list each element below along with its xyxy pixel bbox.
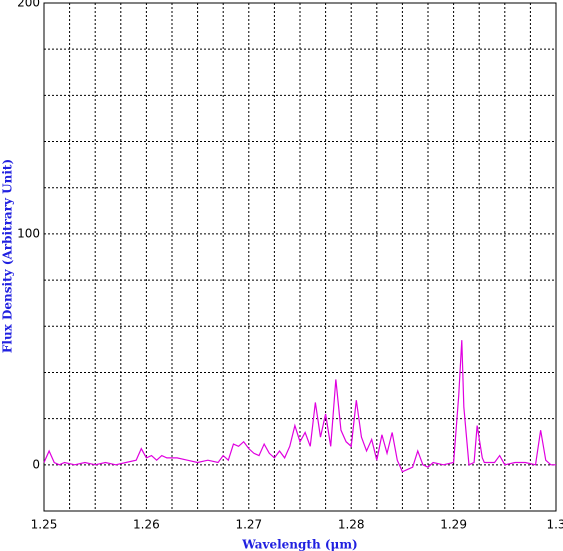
x-axis-title: Wavelength (μm) <box>241 538 357 551</box>
x-tick-label: 1.28 <box>338 518 365 532</box>
x-tick-label: 1.27 <box>235 518 262 532</box>
y-tick-label: 100 <box>17 226 40 240</box>
plot-frame <box>43 2 557 512</box>
x-tick-label: 1.29 <box>440 518 467 532</box>
y-axis-title: Flux Density (Arbitrary Unit) <box>1 159 15 353</box>
x-tick-label: 1.3 <box>546 518 563 532</box>
y-tick-label: 200 <box>17 0 40 10</box>
x-tick-label: 1.26 <box>133 518 160 532</box>
y-tick-label: 0 <box>32 457 40 471</box>
x-tick-label: 1.25 <box>31 518 58 532</box>
spectrum-line <box>43 340 556 473</box>
